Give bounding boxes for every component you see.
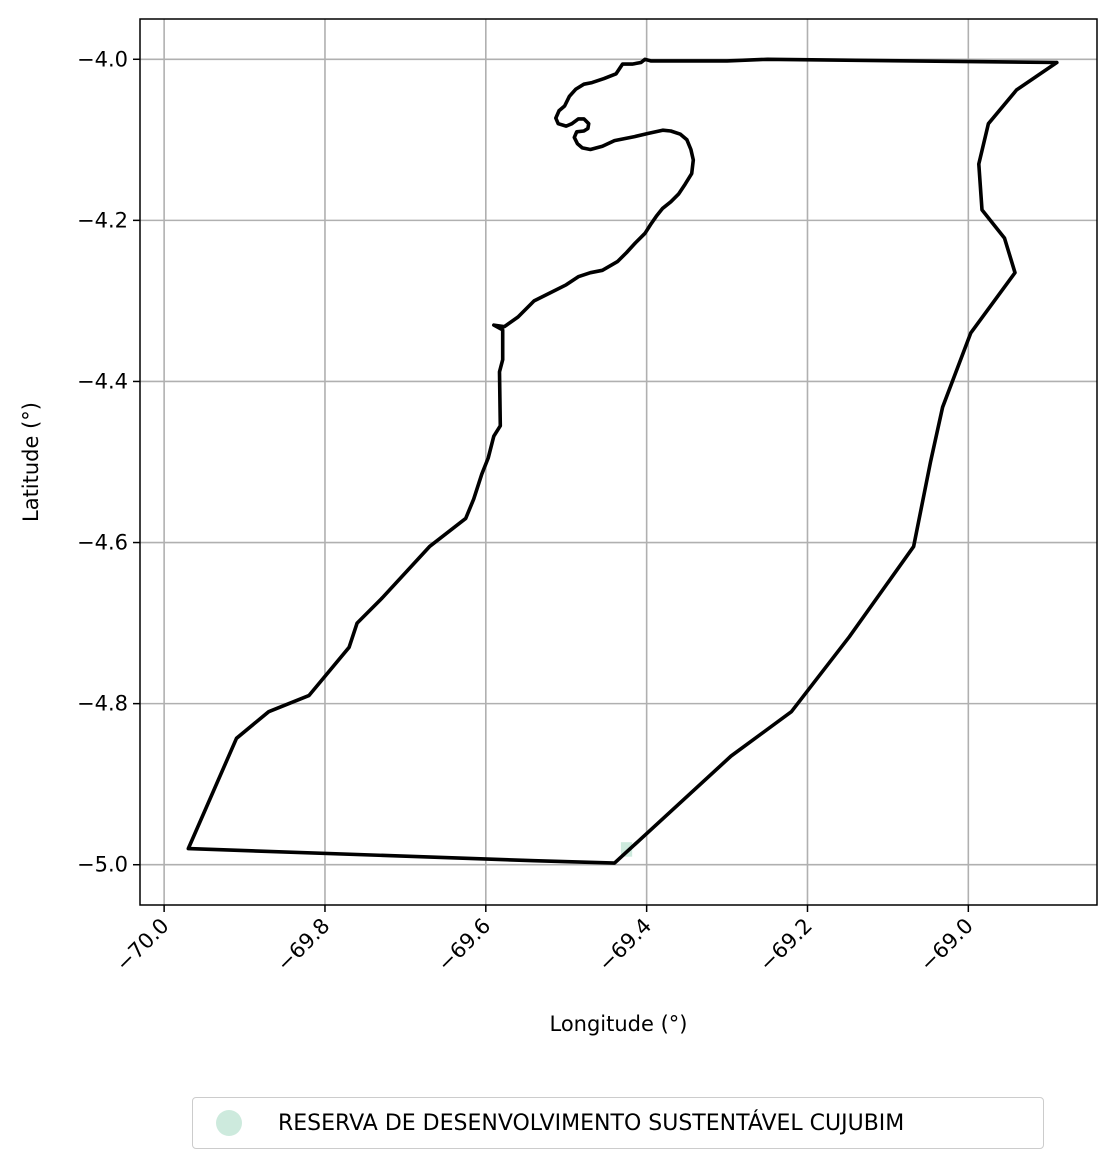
y-tick-label: −5.0 [77,853,128,877]
x-tick-label: −69.8 [272,914,334,976]
legend-label: RESERVA DE DESENVOLVIMENTO SUSTENTÁVEL C… [278,1110,905,1136]
x-tick-label: −70.0 [111,914,173,976]
x-tick-label: −69.6 [433,914,495,976]
boundary-line [186,57,1059,865]
y-axis-ticks: −4.0 −4.2 −4.4 −4.6 −4.8 −5.0 [77,47,140,877]
legend-marker [216,1110,242,1136]
y-axis-label: Latitude (°) [19,402,43,522]
gridlines [140,19,1097,905]
y-tick-label: −4.8 [77,692,128,716]
y-tick-label: −4.4 [77,369,128,393]
x-axis-label: Longitude (°) [549,1012,687,1036]
x-tick-label: −69.2 [755,914,817,976]
reserve-boundary [186,57,1059,865]
y-tick-label: −4.2 [77,208,128,232]
y-tick-label: −4.6 [77,531,128,555]
x-tick-label: −69.4 [594,914,656,976]
x-tick-label: −69.0 [915,914,977,976]
x-axis-ticks: −70.0 −69.8 −69.6 −69.4 −69.2 −69.0 [111,905,978,976]
plot-frame [139,18,1098,906]
legend: RESERVA DE DESENVOLVIMENTO SUSTENTÁVEL C… [192,1097,1044,1149]
y-tick-label: −4.0 [77,47,128,71]
